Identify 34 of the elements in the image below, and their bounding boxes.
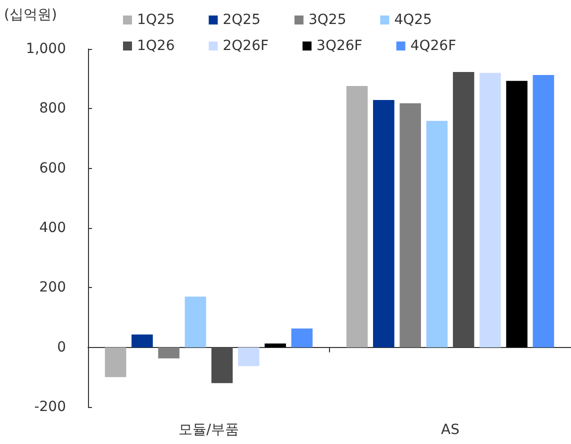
legend-label: 2Q25 bbox=[222, 12, 260, 28]
x-tick-label: AS bbox=[441, 422, 460, 438]
bar bbox=[291, 328, 313, 348]
legend-label: 1Q25 bbox=[137, 12, 175, 28]
x-tick-label: 모듈/부품 bbox=[178, 422, 240, 438]
legend-label: 3Q26F bbox=[316, 38, 362, 54]
bar bbox=[158, 347, 180, 358]
bar bbox=[238, 347, 260, 366]
bar bbox=[532, 74, 554, 348]
bar bbox=[480, 72, 501, 348]
legend-label: 3Q25 bbox=[308, 12, 346, 28]
y-tick-label: 200 bbox=[39, 280, 66, 296]
bar bbox=[506, 80, 528, 348]
bar bbox=[104, 347, 126, 378]
bar bbox=[264, 343, 286, 348]
y-tick-label: 400 bbox=[39, 220, 66, 236]
bar bbox=[184, 296, 206, 348]
bar bbox=[346, 86, 368, 348]
legend-label: 4Q26F bbox=[410, 38, 456, 54]
bar bbox=[452, 72, 474, 348]
y-tick-label: 1,000 bbox=[26, 41, 66, 57]
bar bbox=[400, 103, 421, 348]
legend-label: 4Q25 bbox=[394, 12, 432, 28]
y-tick-label: 800 bbox=[39, 100, 66, 117]
bar bbox=[373, 100, 394, 348]
y-tick-label: -200 bbox=[34, 399, 66, 415]
bar bbox=[132, 334, 153, 348]
legend-label: 1Q26 bbox=[137, 38, 175, 54]
y-tick-label: 0 bbox=[57, 339, 66, 356]
y-tick-label: 600 bbox=[39, 160, 66, 176]
y-axis-title: (십억원) bbox=[4, 7, 57, 23]
bar bbox=[211, 347, 233, 384]
legend-label: 2Q26F bbox=[222, 38, 269, 54]
bar bbox=[426, 120, 448, 348]
